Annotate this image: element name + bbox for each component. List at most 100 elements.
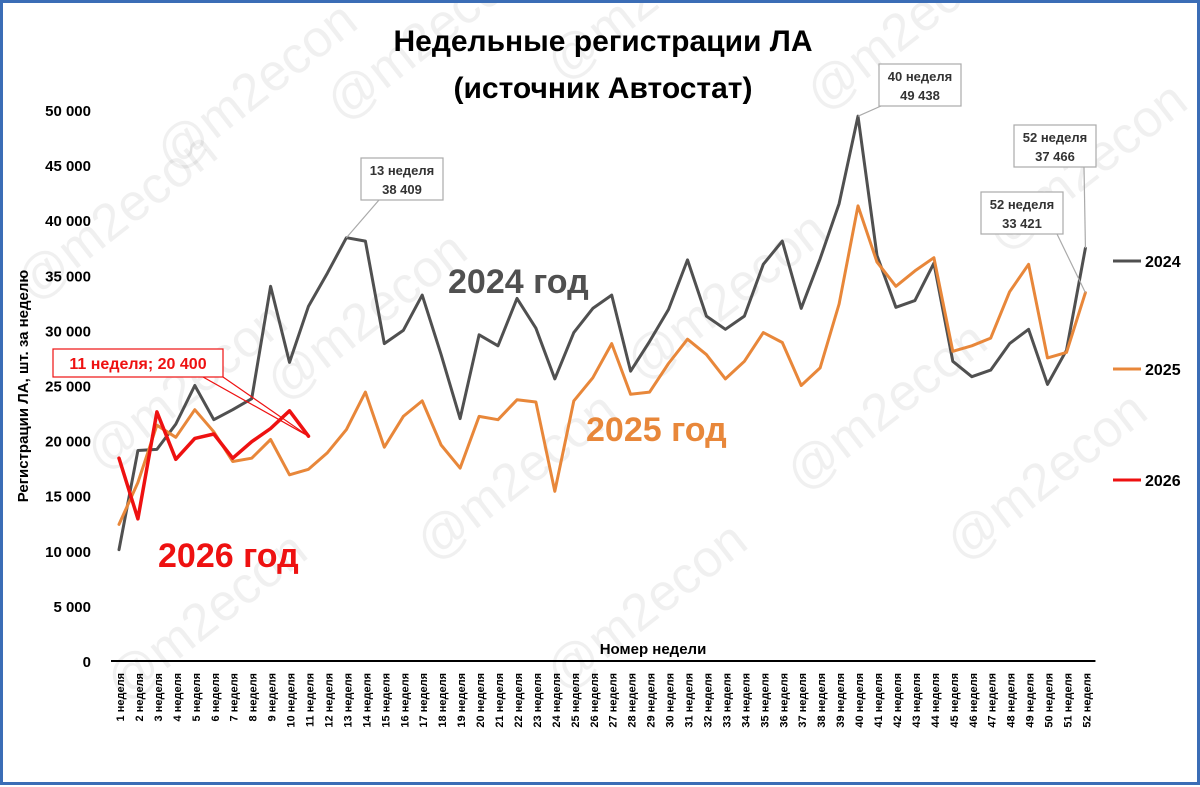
y-tick-label: 50 000 [45, 103, 91, 120]
x-tick-label: 44 неделя [930, 673, 942, 728]
x-tick-label: 51 неделя [1063, 673, 1075, 728]
legend-label-2026: 2026 [1145, 473, 1181, 490]
legend: 2024 2025 2026 [1113, 254, 1181, 490]
y-tick-label: 10 000 [45, 544, 91, 561]
x-tick-label: 7 неделя [229, 673, 241, 721]
y-axis: 0 5 000 10 000 15 000 20 000 25 000 30 000 35 0… [45, 103, 91, 671]
x-tick-label: 22 неделя [513, 673, 525, 728]
x-tick-label: 4 неделя [172, 673, 184, 721]
series-lines [117, 114, 1087, 552]
series-labels: 2024 год 2025 год 2026 год [158, 263, 727, 575]
callout-leader [1083, 166, 1087, 249]
x-tick-label: 11 неделя [305, 673, 317, 727]
x-tick-label: 14 неделя [361, 673, 373, 728]
x-tick-label: 36 неделя [778, 673, 790, 728]
x-tick-label: 45 неделя [949, 673, 961, 728]
x-tick-label: 42 неделя [892, 673, 904, 728]
callout-box [878, 63, 962, 107]
x-tick-label: 8 неделя [248, 673, 260, 721]
callout-leader [857, 105, 882, 117]
callout-text: 11 неделя; 20 400 [69, 356, 206, 373]
y-tick-label: 25 000 [45, 379, 91, 396]
x-tick-label: 49 неделя [1025, 673, 1037, 728]
x-tick-label: 28 неделя [627, 673, 639, 728]
y-tick-label: 30 000 [45, 323, 91, 340]
x-tick-label: 10 неделя [286, 673, 298, 728]
x-tick-label: 39 неделя [835, 673, 847, 728]
series-line-2026 [117, 409, 311, 521]
legend-label-2024: 2024 [1145, 254, 1181, 271]
series-line-2025 [117, 204, 1087, 526]
x-tick-label: 21 неделя [494, 673, 506, 728]
callout-week: 52 неделя [990, 197, 1054, 212]
x-tick-label: 2 неделя [134, 673, 146, 721]
x-tick-label: 35 неделя [759, 673, 771, 728]
x-tick-label: 19 неделя [456, 673, 468, 728]
y-tick-label: 5 000 [53, 599, 91, 616]
x-tick-label: 24 неделя [551, 673, 563, 728]
x-tick-label: 17 неделя [418, 673, 430, 728]
x-tick-label: 43 неделя [911, 673, 923, 728]
callout-box [980, 191, 1064, 235]
x-tick-label: 48 неделя [1006, 673, 1018, 728]
x-tick-label: 37 неделя [797, 673, 809, 728]
x-tick-label: 27 неделя [608, 673, 620, 728]
x-tick-label: 30 неделя [665, 673, 677, 728]
x-tick-label: 38 неделя [816, 673, 828, 728]
watermark-text: @m2econ [935, 380, 1158, 572]
x-tick-label: 18 неделя [437, 673, 449, 728]
callout-value: 49 438 [900, 88, 940, 103]
x-tick-label: 34 неделя [740, 673, 752, 728]
x-tick-label: 15 неделя [380, 673, 392, 728]
callout-value: 33 421 [1002, 216, 1042, 231]
callout-leader [345, 199, 380, 239]
series-label-2026: 2026 год [158, 537, 299, 575]
x-tick-label: 23 неделя [532, 673, 544, 728]
x-tick-label: 52 неделя [1081, 673, 1093, 728]
x-tick-label: 20 неделя [475, 673, 487, 728]
series-label-2024: 2024 год [448, 263, 589, 301]
x-tick-label: 9 неделя [267, 673, 279, 721]
x-tick-label: 29 неделя [646, 673, 658, 728]
callout-box [360, 157, 444, 201]
x-tick-label: 46 неделя [968, 673, 980, 728]
x-tick-label: 33 неделя [721, 673, 733, 728]
y-tick-label: 45 000 [45, 158, 91, 175]
y-axis-label: Регистрации ЛА, шт. за неделю [15, 270, 32, 503]
series-label-2025: 2025 год [586, 411, 727, 449]
chart-title: Недельные регистрации ЛА [393, 25, 812, 58]
watermark-text: @m2econ [405, 380, 628, 572]
watermark-text: @m2econ [775, 310, 998, 502]
x-tick-label: 5 неделя [191, 673, 203, 721]
callout-week: 52 неделя [1023, 130, 1087, 145]
callout-leader [1056, 233, 1086, 293]
callout-leader [222, 376, 309, 437]
x-tick-label: 41 неделя [873, 673, 885, 728]
x-axis: 1 неделя 2 неделя 3 неделя 4 неделя 5 неделя… [111, 660, 1096, 728]
callout-box [52, 348, 224, 378]
x-tick-label: 50 неделя [1044, 673, 1056, 728]
callout-box [1013, 124, 1097, 168]
y-tick-label: 20 000 [45, 434, 91, 451]
chart-subtitle: (источник Автостат) [453, 72, 752, 105]
callout-week: 40 неделя [888, 69, 952, 84]
x-tick-label: 13 неделя [342, 673, 354, 728]
callout-week: 13 неделя [370, 163, 434, 178]
x-tick-label: 40 неделя [854, 673, 866, 728]
x-tick-label: 1 неделя [115, 673, 127, 721]
x-tick-label: 3 неделя [153, 673, 165, 721]
x-tick-label: 26 неделя [589, 673, 601, 728]
data-callouts: 13 неделя 38 409 40 неделя 49 438 52 неделя 3… [52, 63, 1097, 437]
x-axis-label: Номер недели [600, 641, 707, 658]
callout-leader [202, 376, 309, 437]
y-tick-label: 15 000 [45, 489, 91, 506]
x-tick-label: 12 неделя [323, 673, 335, 728]
x-tick-label: 16 неделя [399, 673, 411, 728]
y-tick-label: 35 000 [45, 268, 91, 285]
x-tick-label: 6 неделя [210, 673, 222, 721]
x-tick-label: 32 неделя [702, 673, 714, 728]
x-tick-label: 25 неделя [570, 673, 582, 728]
series-line-2024 [117, 114, 1087, 552]
x-tick-label: 31 неделя [684, 673, 696, 728]
